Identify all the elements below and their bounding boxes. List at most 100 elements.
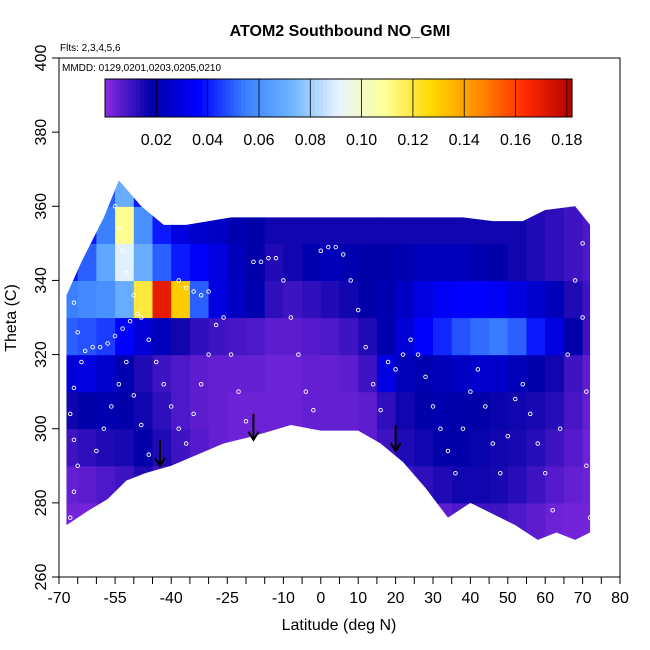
observation-point [460,426,466,431]
heatmap-cell [283,428,303,467]
colorbar-segment [272,79,277,117]
heatmap-cell [395,465,415,504]
heatmap-cell [189,502,210,540]
heatmap-cell [320,280,341,319]
heatmap-cell [66,280,79,319]
arrow-markers [154,413,402,468]
observation-point [206,289,211,294]
heatmap-cell [376,206,397,244]
heatmap-cell [115,206,135,244]
heatmap-cell [339,317,359,356]
observation-point [191,289,196,294]
heatmap-cell [133,502,154,540]
heatmap-cell [358,502,378,540]
colorbar-segment [548,79,554,117]
colorbar-segment [377,79,382,117]
heatmap-cell [451,465,471,504]
heatmap-cell [227,206,247,244]
heatmap-cell [302,502,322,540]
heatmap-cell [246,391,266,430]
heatmap-cell [66,180,79,207]
dates-annotation: MMDD: 0129,0201,0203,0205,0210 [62,63,221,74]
heatmap-cell [470,243,490,282]
heatmap-cell [358,428,378,467]
heatmap-cell [376,317,397,356]
heatmap-cell [358,354,378,393]
observation-point [183,441,189,446]
heatmap-cell [470,428,490,467]
colorbar-segment [120,79,126,117]
observation-point [71,385,77,391]
colorbar-segment [330,79,336,117]
y-tick-label: 360 [33,193,50,220]
heatmap-cell [283,317,303,356]
heatmap-cell [507,243,528,282]
heatmap-cell [545,180,565,207]
heatmap-cell [339,180,359,207]
x-tick-label: 80 [611,590,629,607]
heatmap-cell [208,428,228,467]
heatmap-cell [115,354,135,393]
heatmap-cell [152,180,172,207]
heatmap-cell [563,502,584,540]
heatmap-cell [96,465,116,504]
colorbar-segment [248,79,254,117]
heatmap-cell [470,206,490,244]
x-tick-label: 40 [462,590,480,607]
heatmap-cell [264,502,284,540]
colorbar-segment [112,79,118,117]
down-arrow [154,439,166,468]
colorbar-tick-label: 0.04 [192,132,223,149]
colorbar-segment [525,79,530,117]
heatmap-cell [451,354,471,393]
y-tick-label: 340 [33,267,50,294]
observation-point [97,344,103,350]
heatmap-cell [526,354,546,393]
heatmap-cell [489,465,509,504]
colorbar-segment [190,79,196,117]
heatmap-cell [96,317,116,356]
heatmap-cell [414,317,434,356]
colorbar-segment [346,79,351,117]
observation-point [273,255,279,261]
observation-point [153,359,159,365]
observation-point [513,396,518,402]
colorbar-segment [354,79,359,117]
observation-point [120,248,125,254]
colorbar-segment [505,79,511,117]
heatmap-cell [414,465,434,504]
heatmap-cell [545,428,565,467]
heatmap-cell [320,354,341,393]
colorbar-segment [206,79,211,117]
heatmap-cell [376,391,397,430]
colorbar-segment [221,79,227,117]
x-tick-label: 70 [574,590,592,607]
heatmap-cell [264,317,284,356]
heatmap-cell [246,502,266,540]
heatmap-cell [264,206,284,244]
heatmap-cell [66,354,79,393]
observation-point [112,204,118,209]
heatmap-cell [320,391,341,430]
y-tick-label: 380 [33,119,50,146]
observation-point [131,393,137,398]
colorbar-segment [159,79,164,117]
heatmap-cell [152,280,172,319]
colorbar-segment [568,79,573,117]
heatmap-cell [115,280,135,319]
heatmap-cell [66,243,79,282]
colorbar-segment [132,79,137,117]
heatmap-cell [395,317,415,356]
heatmap-cell [152,243,172,282]
colorbar-segment [284,79,289,117]
heatmap-cell [189,180,210,207]
observation-point [236,389,241,394]
heatmap-cell [77,180,97,207]
heatmap-cell [208,180,228,207]
heatmap-cell [208,280,228,319]
heatmap-cell [264,180,284,207]
heatmap-cell [171,391,191,430]
colorbar-segment [186,79,192,117]
x-tick-label: 50 [499,590,517,607]
